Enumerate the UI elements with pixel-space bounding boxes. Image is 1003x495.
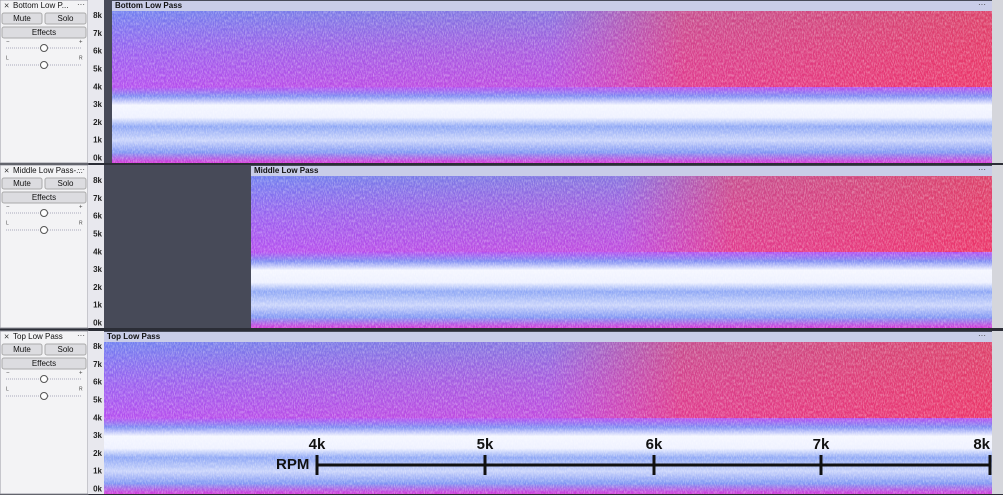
gain-max: + <box>79 205 83 211</box>
track-name[interactable]: Bottom Low P... <box>13 1 68 10</box>
frequency-label: 2k <box>93 118 102 127</box>
frequency-label: 6k <box>93 212 102 221</box>
clip-menu[interactable]: ··· <box>978 165 986 174</box>
track-button-label[interactable]: Effects <box>32 359 56 368</box>
frequency-label: 1k <box>93 467 102 476</box>
gain-min: − <box>6 371 10 377</box>
track-menu[interactable]: ··· <box>77 0 85 9</box>
track-name[interactable]: Middle Low Pass-... <box>13 166 83 175</box>
rpm-tick-label: 6k <box>646 436 663 453</box>
clip-header[interactable] <box>112 1 992 11</box>
frequency-label: 0k <box>93 485 102 494</box>
track-button-label[interactable]: Effects <box>32 28 56 37</box>
frequency-label: 4k <box>93 82 102 91</box>
rpm-tick-label: 4k <box>309 436 326 453</box>
track-button[interactable] <box>1 357 87 370</box>
rpm-tick-label: 7k <box>813 436 830 453</box>
gain-slider-knob[interactable] <box>40 209 48 217</box>
frequency-label: 8k <box>93 176 102 185</box>
rpm-tick-label: 5k <box>477 436 494 453</box>
frequency-label: 6k <box>93 378 102 387</box>
track-button[interactable] <box>1 191 87 204</box>
track-button[interactable] <box>1 343 43 356</box>
scrollbar <box>992 331 1003 494</box>
frequency-axis <box>88 331 104 494</box>
clip-header[interactable] <box>251 166 992 176</box>
track-button[interactable] <box>1 26 87 39</box>
frequency-label: 4k <box>93 413 102 422</box>
track-button-label[interactable]: Mute <box>13 345 31 354</box>
gain-slider-knob[interactable] <box>40 44 48 52</box>
frequency-axis <box>88 165 104 328</box>
track-menu[interactable]: ··· <box>77 165 85 174</box>
pan-left: L <box>6 55 9 61</box>
track-button[interactable] <box>44 12 87 25</box>
pan-right: R <box>79 55 83 61</box>
frequency-label: 2k <box>93 449 102 458</box>
frequency-label: 8k <box>93 11 102 20</box>
close-icon: × <box>4 331 9 341</box>
track-menu[interactable]: ··· <box>77 331 85 340</box>
close-icon: × <box>4 165 9 175</box>
track-name[interactable]: Top Low Pass <box>13 332 63 341</box>
pan-slider-knob[interactable] <box>40 61 48 69</box>
track-button[interactable] <box>1 12 43 25</box>
pan-left: L <box>6 386 9 392</box>
track-button-label[interactable]: Solo <box>57 14 74 23</box>
frequency-label: 6k <box>93 47 102 56</box>
frequency-label: 3k <box>93 100 102 109</box>
frequency-label: 5k <box>93 65 102 74</box>
scrollbar <box>992 165 1003 328</box>
frequency-label: 3k <box>93 265 102 274</box>
track-button-label[interactable]: Effects <box>32 193 56 202</box>
pan-right: R <box>79 220 83 226</box>
frequency-label: 7k <box>93 194 102 203</box>
pan-slider-knob[interactable] <box>40 392 48 400</box>
track-button[interactable] <box>1 177 43 190</box>
frequency-label: 8k <box>93 342 102 351</box>
frequency-label: 2k <box>93 283 102 292</box>
track-button-label[interactable]: Solo <box>57 345 74 354</box>
spectrogram-noise <box>112 11 992 163</box>
track-button[interactable] <box>44 343 87 356</box>
frequency-label: 0k <box>93 154 102 163</box>
clip-title[interactable]: Bottom Low Pass <box>115 1 183 10</box>
frequency-label: 5k <box>93 396 102 405</box>
close-icon: × <box>4 0 9 10</box>
frequency-label: 7k <box>93 29 102 38</box>
gain-min: − <box>6 40 10 46</box>
pan-right: R <box>79 386 83 392</box>
track-button-label[interactable]: Solo <box>57 179 74 188</box>
clip-header[interactable] <box>104 332 992 342</box>
track-button-label[interactable]: Mute <box>13 14 31 23</box>
clip-title[interactable]: Top Low Pass <box>107 332 161 341</box>
frequency-label: 4k <box>93 247 102 256</box>
gain-min: − <box>6 205 10 211</box>
rpm-label: RPM <box>276 456 309 473</box>
track-button-label[interactable]: Mute <box>13 179 31 188</box>
frequency-label: 1k <box>93 301 102 310</box>
spectrogram-noise <box>104 342 992 494</box>
gain-slider-knob[interactable] <box>40 375 48 383</box>
frequency-label: 3k <box>93 431 102 440</box>
pan-slider-knob[interactable] <box>40 226 48 234</box>
clip-menu[interactable]: ··· <box>978 331 986 340</box>
gain-max: + <box>79 371 83 377</box>
frequency-axis <box>88 0 104 163</box>
track-button[interactable] <box>44 177 87 190</box>
pan-left: L <box>6 220 9 226</box>
frequency-label: 1k <box>93 136 102 145</box>
spectrogram-noise <box>251 176 992 328</box>
frequency-label: 0k <box>93 319 102 328</box>
rpm-tick-label: 8k <box>973 436 990 453</box>
frequency-label: 7k <box>93 360 102 369</box>
scrollbar <box>992 0 1003 163</box>
clip-title[interactable]: Middle Low Pass <box>254 166 319 175</box>
gain-max: + <box>79 40 83 46</box>
frequency-label: 5k <box>93 230 102 239</box>
clip-menu[interactable]: ··· <box>978 0 986 9</box>
